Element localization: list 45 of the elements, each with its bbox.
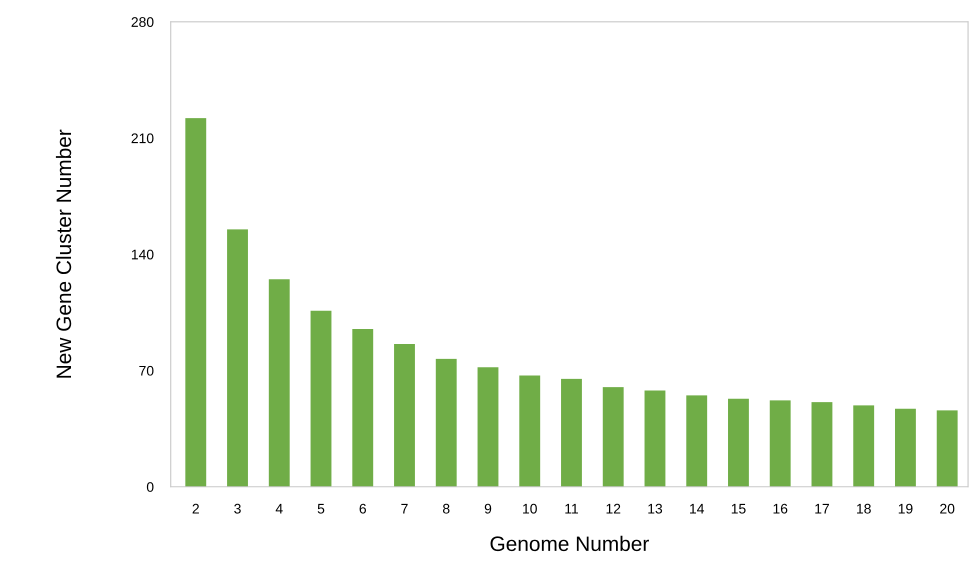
bar <box>936 410 958 487</box>
x-tick-label: 18 <box>857 504 871 514</box>
bar <box>227 229 248 487</box>
x-tick-label: 19 <box>898 504 913 514</box>
bar <box>268 279 290 487</box>
y-axis-title: New Gene Cluster Number <box>56 130 72 378</box>
bar <box>895 408 916 487</box>
x-tick-label: 8 <box>442 504 450 514</box>
bar <box>436 358 457 487</box>
x-axis-title: Genome Number <box>490 536 649 552</box>
x-tick-label: 17 <box>815 504 829 514</box>
x-tick-label: 6 <box>360 504 366 514</box>
y-tick-label: 0 <box>146 482 154 492</box>
y-tick-label: 210 <box>132 133 154 144</box>
bar <box>853 405 874 487</box>
x-tick-label: 2 <box>192 504 199 514</box>
y-tick-label: 140 <box>132 250 154 260</box>
bar <box>310 310 332 487</box>
x-tick-label: 10 <box>523 504 537 514</box>
bar <box>478 367 498 487</box>
bar <box>352 329 374 487</box>
bar <box>602 387 624 487</box>
x-tick-label: 11 <box>565 504 578 514</box>
x-tick-label: 20 <box>940 504 954 514</box>
bar <box>394 344 415 487</box>
x-tick-label: 7 <box>401 504 408 514</box>
x-tick-label: 14 <box>690 504 704 514</box>
x-tick-label: 4 <box>276 504 283 514</box>
x-tick-label: 3 <box>234 504 241 514</box>
x-tick-label: 12 <box>606 504 620 514</box>
y-tick-label: 70 <box>139 366 154 376</box>
bar <box>519 376 540 487</box>
bar <box>185 118 206 487</box>
bar <box>686 395 708 487</box>
x-tick-label: 9 <box>484 504 492 514</box>
y-tick-label: 280 <box>132 17 154 27</box>
bar <box>644 390 666 487</box>
bar <box>561 378 582 487</box>
x-tick-label: 5 <box>318 504 324 514</box>
x-tick-label: 16 <box>774 504 788 514</box>
bar <box>812 402 832 487</box>
bar <box>770 400 791 487</box>
x-tick-label: 13 <box>648 504 662 514</box>
bar <box>728 398 749 487</box>
x-tick-label: 15 <box>732 504 746 514</box>
